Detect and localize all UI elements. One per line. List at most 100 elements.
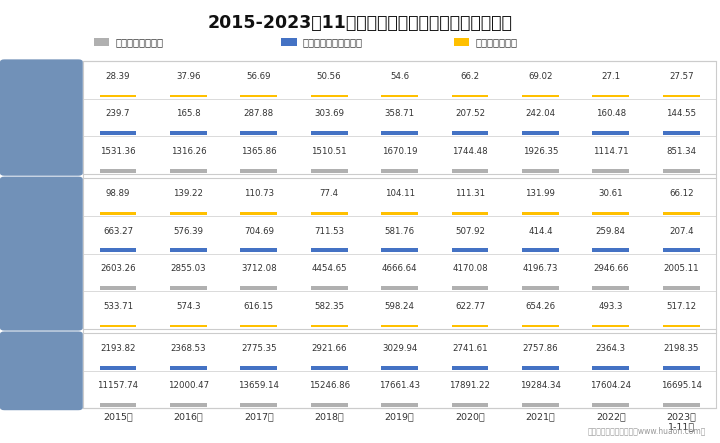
Text: 574.3: 574.3 (176, 302, 201, 311)
Bar (382, 212, 418, 215)
Text: 56.69: 56.69 (246, 72, 271, 81)
Bar (311, 286, 348, 290)
Bar (311, 131, 348, 135)
Bar (382, 248, 418, 252)
Bar (99, 325, 136, 327)
Text: 493.3: 493.3 (598, 302, 623, 311)
Text: 施
工
面
积: 施 工 面 积 (38, 349, 45, 392)
Bar (451, 169, 488, 173)
Text: 2741.61: 2741.61 (452, 344, 488, 353)
Text: 17604.24: 17604.24 (590, 381, 631, 390)
Bar (451, 95, 488, 97)
Bar (454, 38, 469, 46)
Text: 1365.86: 1365.86 (241, 147, 276, 156)
Text: 4196.73: 4196.73 (523, 264, 558, 273)
Bar (240, 131, 277, 135)
Bar (663, 286, 700, 290)
Text: 17661.43: 17661.43 (379, 381, 420, 390)
Text: 4666.64: 4666.64 (382, 264, 418, 273)
Text: 507.92: 507.92 (455, 226, 485, 236)
Bar (382, 286, 418, 290)
Bar (170, 248, 207, 252)
Text: 2364.3: 2364.3 (595, 344, 626, 353)
Text: 4170.08: 4170.08 (452, 264, 488, 273)
Text: 207.52: 207.52 (455, 109, 485, 118)
Text: 商业营业用房（万㎡）: 商业营业用房（万㎡） (302, 37, 362, 47)
Text: 1114.71: 1114.71 (593, 147, 629, 156)
Bar (170, 365, 207, 369)
FancyBboxPatch shape (0, 59, 83, 176)
Text: 2368.53: 2368.53 (171, 344, 206, 353)
Bar (311, 212, 348, 215)
Bar (522, 403, 559, 407)
Text: 办公楼（万㎡）: 办公楼（万㎡） (475, 37, 517, 47)
Text: 582.35: 582.35 (314, 302, 344, 311)
Bar (522, 95, 559, 97)
Text: 30.61: 30.61 (598, 189, 623, 198)
Bar (663, 131, 700, 135)
Text: 竣
工
面
积: 竣 工 面 积 (38, 96, 45, 140)
Bar (99, 365, 136, 369)
Bar (522, 131, 559, 135)
Text: 851.34: 851.34 (666, 147, 696, 156)
Bar (281, 38, 297, 46)
Text: 新
开
工
施
工
面
积: 新 开 工 施 工 面 积 (38, 215, 45, 292)
Text: 3029.94: 3029.94 (382, 344, 418, 353)
Bar (382, 169, 418, 173)
Bar (593, 212, 629, 215)
Bar (99, 169, 136, 173)
Text: 制图：华经产业研究院（www.huaon.com）: 制图：华经产业研究院（www.huaon.com） (588, 426, 706, 435)
Text: 66.12: 66.12 (669, 189, 693, 198)
Bar (382, 95, 418, 97)
Text: 517.12: 517.12 (666, 302, 696, 311)
Text: 2005.11: 2005.11 (663, 264, 699, 273)
Bar (99, 212, 136, 215)
Text: 4454.65: 4454.65 (311, 264, 347, 273)
Bar (593, 169, 629, 173)
Text: 3712.08: 3712.08 (241, 264, 276, 273)
Text: 2016年: 2016年 (174, 412, 203, 421)
Bar (593, 325, 629, 327)
Text: 533.71: 533.71 (103, 302, 133, 311)
Bar (522, 248, 559, 252)
Bar (311, 365, 348, 369)
Bar (240, 212, 277, 215)
Text: 2017年: 2017年 (244, 412, 274, 421)
Text: 2603.26: 2603.26 (100, 264, 136, 273)
Text: 2757.86: 2757.86 (523, 344, 558, 353)
Bar (170, 212, 207, 215)
Bar (99, 95, 136, 97)
Bar (451, 325, 488, 327)
Bar (522, 212, 559, 215)
Bar (382, 131, 418, 135)
Bar (240, 365, 277, 369)
Text: 2020年: 2020年 (455, 412, 485, 421)
Text: 17891.22: 17891.22 (449, 381, 490, 390)
Bar (522, 169, 559, 173)
Text: 11157.74: 11157.74 (97, 381, 138, 390)
Text: 2775.35: 2775.35 (241, 344, 276, 353)
Text: 2855.03: 2855.03 (171, 264, 206, 273)
Bar (240, 403, 277, 407)
Bar (240, 95, 277, 97)
Bar (382, 325, 418, 327)
Text: 15246.86: 15246.86 (309, 381, 350, 390)
Text: 207.4: 207.4 (669, 226, 693, 236)
Bar (170, 169, 207, 173)
Text: 12000.47: 12000.47 (168, 381, 209, 390)
Text: 622.77: 622.77 (455, 302, 485, 311)
Text: 131.99: 131.99 (526, 189, 555, 198)
Bar (382, 403, 418, 407)
Text: 1926.35: 1926.35 (523, 147, 558, 156)
Text: 66.2: 66.2 (460, 72, 480, 81)
Text: 711.53: 711.53 (314, 226, 344, 236)
Bar (99, 286, 136, 290)
Text: 616.15: 616.15 (244, 302, 274, 311)
Text: 50.56: 50.56 (317, 72, 341, 81)
Text: 139.22: 139.22 (174, 189, 204, 198)
Text: 598.24: 598.24 (384, 302, 415, 311)
Bar (593, 286, 629, 290)
Text: 165.8: 165.8 (176, 109, 201, 118)
Bar (663, 169, 700, 173)
Bar (663, 212, 700, 215)
